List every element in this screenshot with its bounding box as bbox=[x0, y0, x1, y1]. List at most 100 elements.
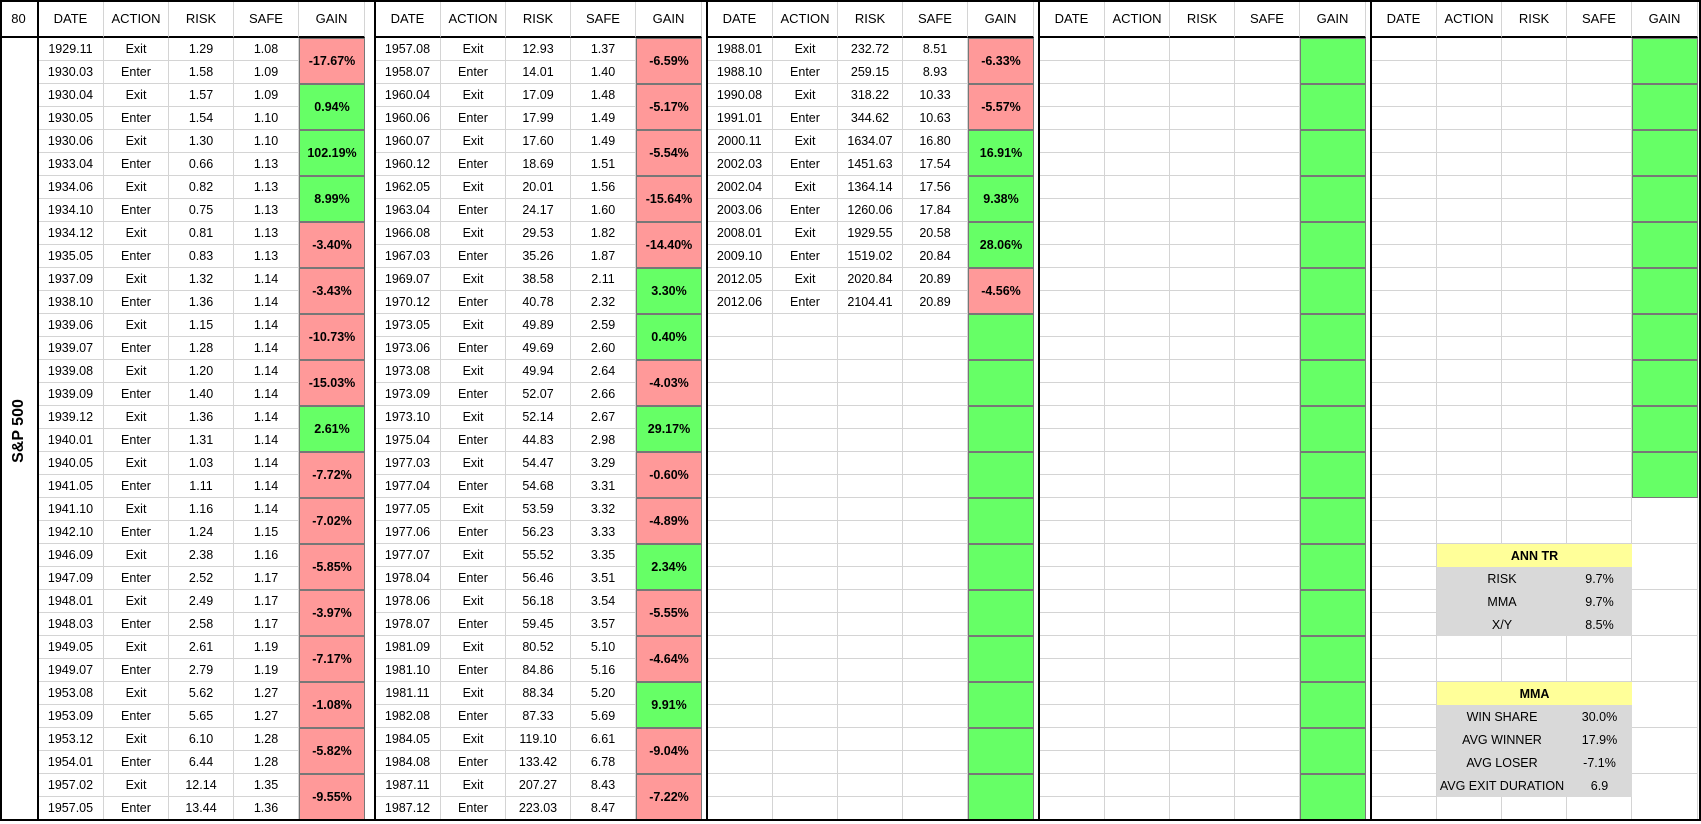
date-cell[interactable] bbox=[1039, 176, 1105, 199]
safe-cell[interactable] bbox=[1235, 797, 1300, 820]
risk-cell[interactable] bbox=[1170, 498, 1235, 521]
date-cell[interactable] bbox=[1039, 222, 1105, 245]
action-cell[interactable]: Enter bbox=[773, 199, 838, 222]
action-cell[interactable] bbox=[1437, 797, 1502, 820]
safe-cell[interactable] bbox=[1567, 268, 1632, 291]
action-cell[interactable]: Exit bbox=[104, 84, 169, 107]
risk-cell[interactable] bbox=[1502, 498, 1567, 521]
action-cell[interactable]: Exit bbox=[104, 774, 169, 797]
risk-cell[interactable]: 49.89 bbox=[506, 314, 571, 337]
action-cell[interactable] bbox=[773, 636, 838, 659]
safe-cell[interactable]: 2.60 bbox=[571, 337, 636, 360]
date-cell[interactable]: 1934.10 bbox=[38, 199, 104, 222]
risk-cell[interactable]: 87.33 bbox=[506, 705, 571, 728]
risk-cell[interactable]: 2.52 bbox=[169, 567, 234, 590]
gain-cell-empty[interactable] bbox=[1632, 84, 1698, 130]
safe-cell[interactable]: 8.93 bbox=[903, 61, 968, 84]
date-cell[interactable] bbox=[1371, 199, 1437, 222]
risk-cell[interactable]: 35.26 bbox=[506, 245, 571, 268]
date-cell[interactable] bbox=[1039, 705, 1105, 728]
header-risk[interactable]: RISK bbox=[838, 0, 903, 38]
safe-cell[interactable]: 1.14 bbox=[234, 314, 299, 337]
action-cell[interactable]: Exit bbox=[773, 176, 838, 199]
action-cell[interactable] bbox=[773, 314, 838, 337]
risk-cell[interactable] bbox=[1170, 337, 1235, 360]
gain-cell-empty[interactable] bbox=[1632, 130, 1698, 176]
date-cell[interactable]: 1957.05 bbox=[38, 797, 104, 820]
risk-cell[interactable] bbox=[1502, 61, 1567, 84]
action-cell[interactable]: Exit bbox=[441, 222, 506, 245]
safe-cell[interactable] bbox=[1235, 751, 1300, 774]
date-cell[interactable]: 1973.05 bbox=[375, 314, 441, 337]
safe-cell[interactable] bbox=[1235, 61, 1300, 84]
date-cell[interactable]: 1960.12 bbox=[375, 153, 441, 176]
gain-cell[interactable]: -3.40% bbox=[299, 222, 365, 268]
action-cell[interactable] bbox=[1105, 452, 1170, 475]
gain-cell-empty[interactable] bbox=[1632, 406, 1698, 452]
action-cell[interactable] bbox=[773, 567, 838, 590]
risk-cell[interactable] bbox=[1170, 452, 1235, 475]
action-cell[interactable] bbox=[1437, 314, 1502, 337]
action-cell[interactable] bbox=[773, 383, 838, 406]
date-cell[interactable] bbox=[1039, 61, 1105, 84]
risk-cell[interactable]: 5.65 bbox=[169, 705, 234, 728]
risk-cell[interactable] bbox=[1170, 521, 1235, 544]
risk-cell[interactable]: 59.45 bbox=[506, 613, 571, 636]
risk-cell[interactable]: 1.36 bbox=[169, 406, 234, 429]
risk-cell[interactable] bbox=[838, 544, 903, 567]
safe-cell[interactable]: 1.19 bbox=[234, 659, 299, 682]
risk-cell[interactable]: 52.07 bbox=[506, 383, 571, 406]
date-cell[interactable] bbox=[1039, 613, 1105, 636]
risk-cell[interactable]: 1.15 bbox=[169, 314, 234, 337]
action-cell[interactable]: Enter bbox=[104, 153, 169, 176]
safe-cell[interactable] bbox=[1567, 406, 1632, 429]
gain-cell-empty[interactable] bbox=[968, 636, 1034, 682]
date-cell[interactable]: 1941.10 bbox=[38, 498, 104, 521]
safe-cell[interactable]: 1.14 bbox=[234, 498, 299, 521]
date-cell[interactable] bbox=[707, 383, 773, 406]
gain-cell-empty[interactable] bbox=[968, 774, 1034, 820]
safe-cell[interactable] bbox=[1235, 314, 1300, 337]
date-cell[interactable] bbox=[1039, 728, 1105, 751]
safe-cell[interactable]: 20.84 bbox=[903, 245, 968, 268]
safe-cell[interactable] bbox=[903, 659, 968, 682]
date-cell[interactable] bbox=[1039, 268, 1105, 291]
action-cell[interactable]: Exit bbox=[441, 452, 506, 475]
date-cell[interactable] bbox=[1371, 61, 1437, 84]
gain-cell[interactable]: 28.06% bbox=[968, 222, 1034, 268]
date-cell[interactable] bbox=[707, 659, 773, 682]
action-cell[interactable] bbox=[773, 797, 838, 820]
action-cell[interactable]: Exit bbox=[104, 682, 169, 705]
header-date[interactable]: DATE bbox=[1371, 0, 1437, 38]
gain-cell[interactable]: -7.02% bbox=[299, 498, 365, 544]
safe-cell[interactable] bbox=[903, 406, 968, 429]
safe-cell[interactable] bbox=[1567, 107, 1632, 130]
safe-cell[interactable]: 5.20 bbox=[571, 682, 636, 705]
action-cell[interactable]: Exit bbox=[104, 636, 169, 659]
action-cell[interactable]: Enter bbox=[104, 613, 169, 636]
action-cell[interactable] bbox=[1437, 383, 1502, 406]
safe-cell[interactable]: 1.27 bbox=[234, 682, 299, 705]
date-cell[interactable]: 1978.04 bbox=[375, 567, 441, 590]
risk-cell[interactable]: 1929.55 bbox=[838, 222, 903, 245]
action-cell[interactable]: Enter bbox=[104, 797, 169, 820]
action-cell[interactable]: Exit bbox=[104, 452, 169, 475]
safe-cell[interactable]: 1.08 bbox=[234, 38, 299, 61]
risk-cell[interactable]: 56.18 bbox=[506, 590, 571, 613]
gain-cell[interactable]: 8.99% bbox=[299, 176, 365, 222]
date-cell[interactable]: 1981.10 bbox=[375, 659, 441, 682]
gain-cell-empty[interactable] bbox=[968, 498, 1034, 544]
action-cell[interactable]: Enter bbox=[773, 153, 838, 176]
action-cell[interactable]: Exit bbox=[441, 682, 506, 705]
date-cell[interactable] bbox=[707, 544, 773, 567]
risk-cell[interactable]: 2.61 bbox=[169, 636, 234, 659]
date-cell[interactable]: 1930.04 bbox=[38, 84, 104, 107]
action-cell[interactable]: Enter bbox=[441, 567, 506, 590]
safe-cell[interactable]: 1.35 bbox=[234, 774, 299, 797]
date-cell[interactable]: 1978.06 bbox=[375, 590, 441, 613]
action-cell[interactable]: Enter bbox=[441, 291, 506, 314]
action-cell[interactable] bbox=[1437, 659, 1502, 682]
safe-cell[interactable]: 1.14 bbox=[234, 452, 299, 475]
risk-cell[interactable] bbox=[1502, 452, 1567, 475]
action-cell[interactable] bbox=[1105, 314, 1170, 337]
